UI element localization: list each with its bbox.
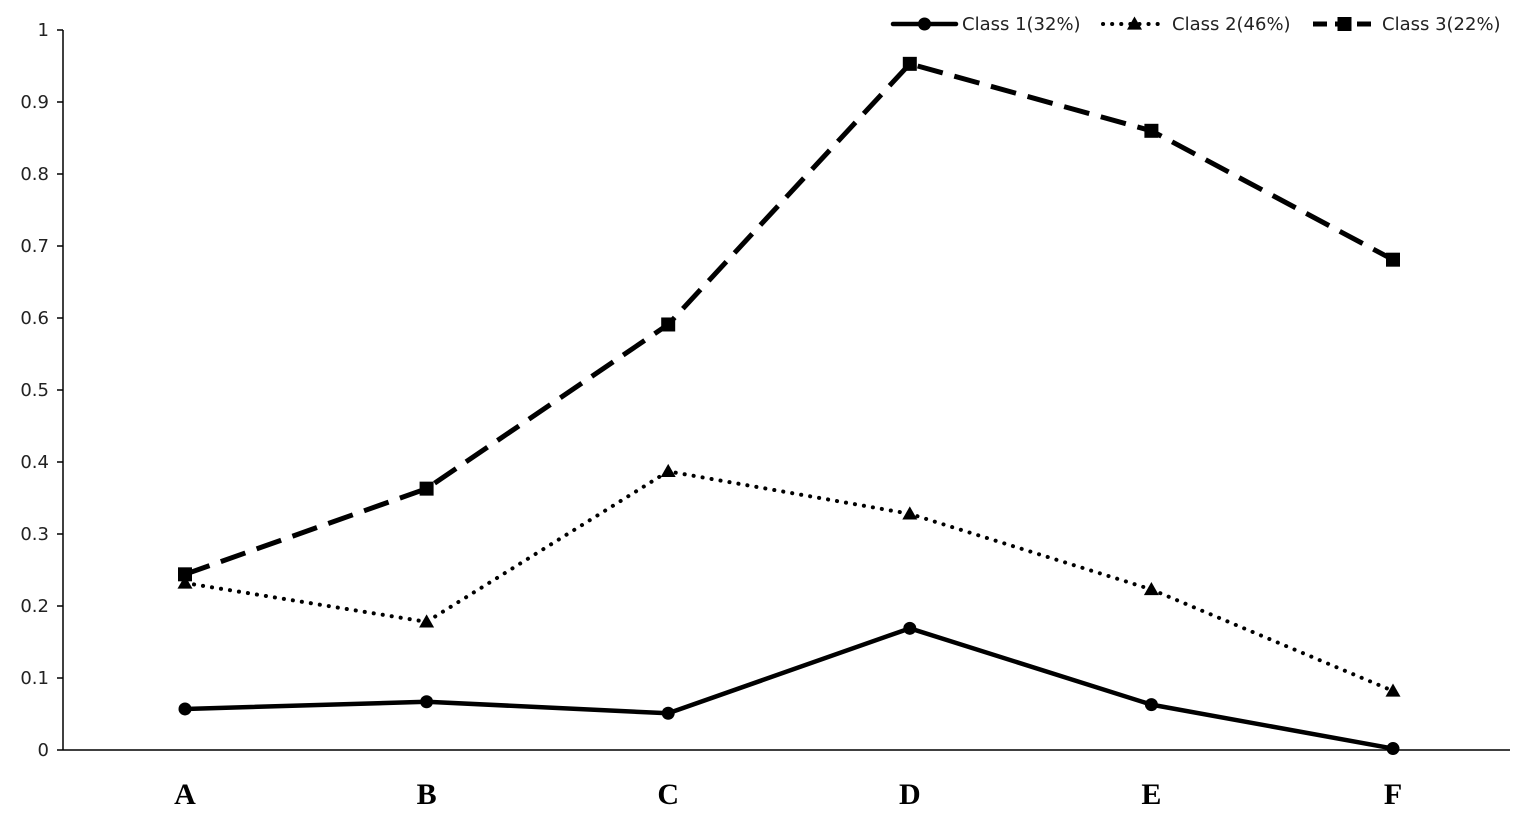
legend-swatch-marker xyxy=(918,17,931,31)
legend-label: Class 2(46%) xyxy=(1172,14,1291,35)
data-point xyxy=(178,702,192,716)
data-point xyxy=(660,463,676,477)
data-point xyxy=(420,695,434,709)
data-point xyxy=(419,614,435,628)
y-tick-label: 1 xyxy=(38,20,49,41)
data-point xyxy=(419,481,434,496)
data-point xyxy=(902,56,917,71)
series-2 xyxy=(177,463,1401,697)
x-tick-label: C xyxy=(657,778,679,811)
data-point xyxy=(902,506,918,520)
data-point xyxy=(1385,683,1401,697)
legend-entry: Class 3(22%) xyxy=(1313,14,1501,35)
y-tick-label: 0.6 xyxy=(20,308,49,329)
data-point xyxy=(903,621,917,635)
x-tick-label: A xyxy=(174,778,196,811)
x-tick-label: F xyxy=(1384,778,1402,811)
y-tick-label: 0.8 xyxy=(20,164,49,185)
data-point xyxy=(1386,252,1400,267)
y-tick-label: 0.9 xyxy=(20,92,49,113)
data-point xyxy=(1144,123,1159,138)
series-layer xyxy=(177,56,1401,756)
legend-swatch-marker xyxy=(1337,17,1352,31)
series-1 xyxy=(178,621,1400,756)
x-tick-label: D xyxy=(899,778,921,811)
data-point xyxy=(178,567,192,582)
x-tick-label: B xyxy=(417,778,437,811)
data-point xyxy=(177,575,193,589)
y-tick-label: 0.3 xyxy=(20,524,49,545)
series-line xyxy=(184,61,1395,577)
y-tick-label: 0.1 xyxy=(20,668,49,689)
legend-label: Class 1(32%) xyxy=(962,14,1081,35)
legend-entry: Class 2(46%) xyxy=(1101,14,1291,35)
y-tick-label: 0.7 xyxy=(20,236,49,257)
series-line xyxy=(182,626,1396,751)
y-tick-label: 0.2 xyxy=(20,596,49,617)
legend: Class 1(32%) Class 2(46%) Class 3(22%) xyxy=(890,14,1501,35)
x-axis-ticks: A B C D E F xyxy=(174,778,1402,811)
y-tick-label: 0.5 xyxy=(20,380,49,401)
legend-swatch-marker xyxy=(1127,16,1142,30)
data-point xyxy=(1144,698,1158,712)
y-tick-label: 0.4 xyxy=(20,452,49,473)
data-point xyxy=(1143,581,1159,596)
x-tick-label: E xyxy=(1141,778,1161,811)
data-point xyxy=(1386,742,1400,756)
legend-label: Class 3(22%) xyxy=(1382,14,1501,35)
data-point xyxy=(661,317,676,332)
data-point xyxy=(661,706,675,720)
y-tick-label: 0 xyxy=(38,740,49,761)
y-axis-ticks: 0 0.1 0.2 0.3 0.4 0.5 0.6 0.7 0.8 0.9 1 xyxy=(20,20,63,761)
series-3 xyxy=(178,56,1400,582)
axes xyxy=(62,30,1510,751)
legend-entry: Class 1(32%) xyxy=(890,14,1081,35)
series-line xyxy=(183,469,1395,693)
